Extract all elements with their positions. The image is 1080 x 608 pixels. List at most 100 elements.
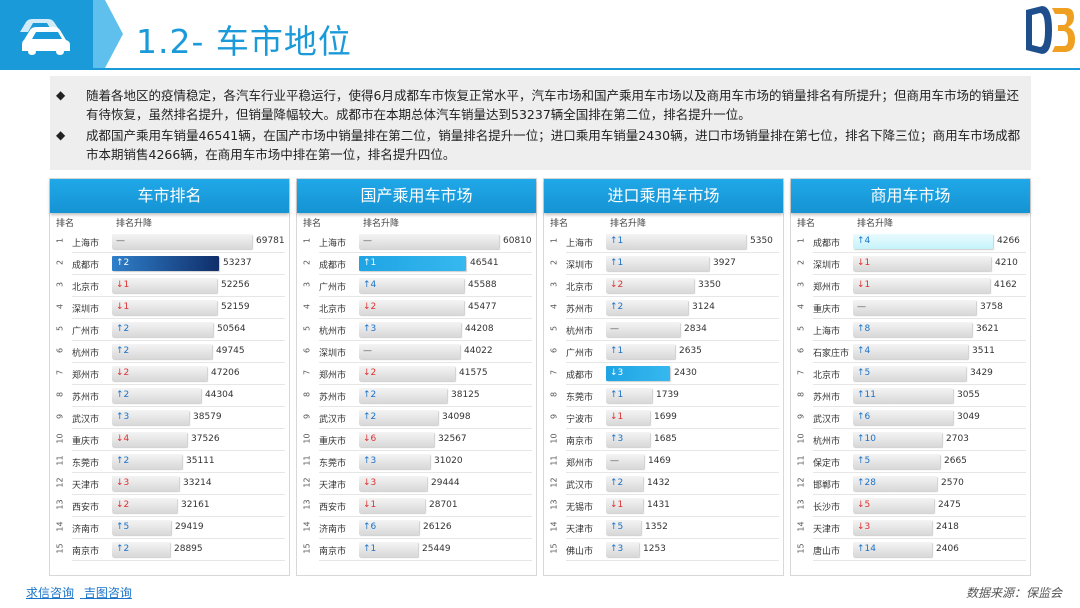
ranking-row: 15 唐山市 ↑14 2406 <box>791 539 1030 561</box>
column-header: 排名 排名升降 <box>297 213 536 229</box>
rank-number: 15 <box>796 543 806 554</box>
city-label: 北京市 <box>319 305 347 315</box>
value-bar <box>606 498 643 513</box>
footer-link-qiuxin[interactable]: 求信咨询 <box>26 586 75 600</box>
rank-change-label: ↓1 <box>363 500 377 510</box>
rank-change-label: ↓1 <box>116 280 130 290</box>
rank-change-label: ↓3 <box>363 478 377 488</box>
value-label: 33214 <box>183 478 212 488</box>
rank-number: 14 <box>302 521 312 532</box>
ranking-row: 3 北京市 ↓2 3350 <box>544 275 783 297</box>
rank-number: 2 <box>302 259 312 266</box>
value-bar <box>606 432 650 447</box>
value-bar <box>853 454 940 469</box>
row-separator <box>566 406 779 407</box>
rank-change-label: — <box>363 346 372 356</box>
value-bar <box>112 256 219 271</box>
ranking-row: 8 苏州市 ↑2 38125 <box>297 385 536 407</box>
rank-change-label: ↑3 <box>363 324 377 334</box>
value-bar <box>853 388 953 403</box>
rank-header: 排名 <box>56 219 75 229</box>
rank-header: 排名 <box>303 219 322 229</box>
city-label: 济南市 <box>319 525 347 535</box>
city-label: 西安市 <box>319 503 347 513</box>
value-label: 45588 <box>468 280 497 290</box>
row-separator <box>566 516 779 517</box>
ranking-row: 4 北京市 ↓2 45477 <box>297 297 536 319</box>
value-label: 44022 <box>464 346 493 356</box>
city-label: 天津市 <box>813 525 841 535</box>
city-label: 东莞市 <box>566 393 594 403</box>
row-separator <box>566 384 779 385</box>
value-bar <box>606 234 746 249</box>
rank-change-label: ↓3 <box>610 368 624 378</box>
value-bar <box>359 234 499 249</box>
value-bar <box>112 498 177 513</box>
value-bar <box>853 256 991 271</box>
city-label: 杭州市 <box>72 349 100 359</box>
city-label: 郑州市 <box>813 283 841 293</box>
ranking-row: 6 深圳市 — 44022 <box>297 341 536 363</box>
value-bar <box>112 322 213 337</box>
ranking-row: 7 成都市 ↓3 2430 <box>544 363 783 385</box>
city-label: 东莞市 <box>319 459 347 469</box>
rank-number: 8 <box>55 391 65 398</box>
value-label: 2665 <box>944 456 967 466</box>
city-label: 北京市 <box>813 371 841 381</box>
rank-number: 9 <box>55 413 65 420</box>
footer-link-jitu[interactable]: 吉图咨询 <box>83 586 132 600</box>
ranking-row: 5 广州市 ↑2 50564 <box>50 319 289 341</box>
rank-change-label: ↑5 <box>116 522 130 532</box>
ranking-row: 2 深圳市 ↑1 3927 <box>544 253 783 275</box>
rank-number: 3 <box>302 281 312 288</box>
value-label: 1431 <box>647 500 670 510</box>
ranking-row: 12 邯郸市 ↑28 2570 <box>791 473 1030 495</box>
row-separator <box>813 406 1026 407</box>
value-label: 1432 <box>647 478 670 488</box>
rank-number: 13 <box>549 499 559 510</box>
value-bar <box>112 366 207 381</box>
rank-change-label: ↑4 <box>857 346 871 356</box>
ranking-row: 15 南京市 ↑1 25449 <box>297 539 536 561</box>
rank-change-label: — <box>610 456 619 466</box>
ranking-row: 2 成都市 ↑2 53237 <box>50 253 289 275</box>
rank-number: 15 <box>302 543 312 554</box>
value-label: 3055 <box>957 390 980 400</box>
value-bar <box>359 432 434 447</box>
rank-number: 6 <box>549 347 559 354</box>
value-label: 3621 <box>976 324 999 334</box>
panel-title: 进口乘用车市场 <box>544 179 783 213</box>
rank-number: 1 <box>302 237 312 244</box>
rank-change-label: ↑6 <box>857 412 871 422</box>
city-label: 武汉市 <box>813 415 841 425</box>
value-label: 38579 <box>193 412 222 422</box>
row-separator <box>72 560 285 561</box>
rank-change-label: ↓2 <box>363 302 377 312</box>
row-separator <box>319 252 532 253</box>
rank-number: 2 <box>55 259 65 266</box>
rank-change-label: ↓1 <box>116 302 130 312</box>
ranking-row: 13 长沙市 ↓5 2475 <box>791 495 1030 517</box>
city-label: 深圳市 <box>319 349 347 359</box>
panel-title: 国产乘用车市场 <box>297 179 536 213</box>
value-label: 3927 <box>713 258 736 268</box>
ranking-row: 15 南京市 ↑2 28895 <box>50 539 289 561</box>
rank-number: 5 <box>549 325 559 332</box>
header: 1.2- 车市地位 <box>0 0 1080 80</box>
city-label: 南京市 <box>72 547 100 557</box>
city-label: 北京市 <box>72 283 100 293</box>
value-bar <box>853 476 937 491</box>
rank-change-label: ↓6 <box>363 434 377 444</box>
value-bar <box>853 300 976 315</box>
rank-change-label: ↑1 <box>610 236 624 246</box>
row-separator <box>566 340 779 341</box>
ranking-row: 1 上海市 ↑1 5350 <box>544 231 783 253</box>
value-bar <box>606 278 694 293</box>
ranking-row: 5 杭州市 — 2834 <box>544 319 783 341</box>
row-separator <box>566 560 779 561</box>
rank-change-label: — <box>363 236 372 246</box>
rank-number: 9 <box>549 413 559 420</box>
value-bar <box>359 388 447 403</box>
value-bar <box>606 322 680 337</box>
value-bar <box>359 520 419 535</box>
